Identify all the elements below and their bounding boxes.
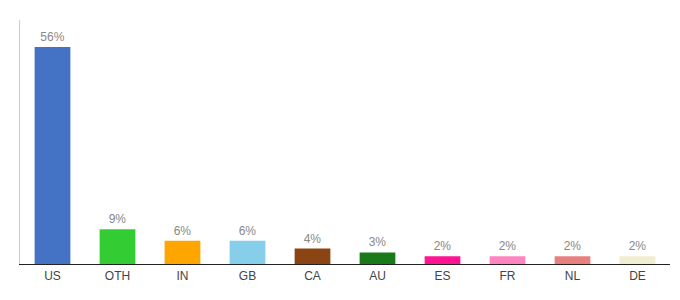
- svg-text:DE: DE: [629, 269, 646, 283]
- svg-text:2%: 2%: [434, 239, 452, 253]
- svg-text:IN: IN: [177, 269, 189, 283]
- svg-text:ES: ES: [434, 269, 450, 283]
- svg-text:NL: NL: [565, 269, 581, 283]
- svg-text:FR: FR: [500, 269, 516, 283]
- svg-text:AU: AU: [369, 269, 386, 283]
- svg-text:US: US: [44, 269, 61, 283]
- svg-text:OTH: OTH: [105, 269, 130, 283]
- svg-text:2%: 2%: [629, 239, 647, 253]
- svg-text:2%: 2%: [499, 239, 517, 253]
- svg-text:6%: 6%: [239, 224, 257, 238]
- svg-text:2%: 2%: [564, 239, 582, 253]
- svg-text:4%: 4%: [304, 232, 322, 246]
- svg-text:CA: CA: [304, 269, 321, 283]
- svg-text:56%: 56%: [40, 30, 64, 44]
- svg-text:GB: GB: [239, 269, 256, 283]
- svg-text:9%: 9%: [109, 212, 127, 226]
- svg-text:3%: 3%: [369, 235, 387, 249]
- svg-text:6%: 6%: [174, 224, 192, 238]
